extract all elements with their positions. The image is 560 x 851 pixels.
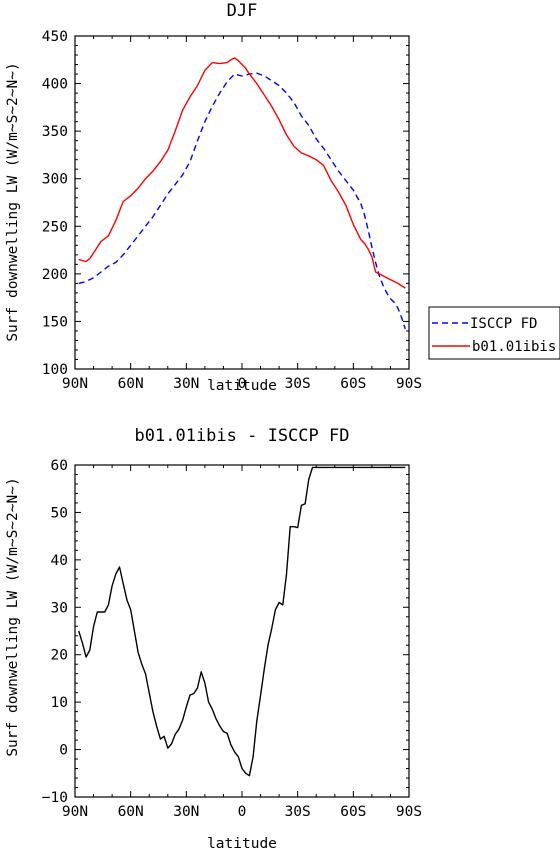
chart-title: DJF <box>227 1 258 21</box>
x-axis-label: latitude <box>207 836 277 851</box>
x-tick-label: 30N <box>173 376 199 392</box>
series-line-2 <box>78 57 406 289</box>
y-tick-label: 50 <box>51 505 68 521</box>
y-tick-label: 300 <box>42 172 68 188</box>
chart-top: DJF 90N 60N 30N 0 30S 60S 90S 100 150 200 250 300 35… <box>5 1 560 394</box>
y-tick-label: 20 <box>51 648 68 664</box>
y-tick-label: 250 <box>42 219 68 235</box>
x-axis-label: latitude <box>207 378 277 394</box>
x-tick-label: 30S <box>285 804 311 820</box>
x-tick-label: 0 <box>238 804 247 820</box>
x-tick-label: 90S <box>396 376 422 392</box>
plot-frame <box>74 464 410 798</box>
x-tick-label: 90S <box>396 804 422 820</box>
legend-label-model: b01.01ibis <box>472 339 556 355</box>
x-tick-label: 60S <box>340 804 366 820</box>
y-tick-label: 450 <box>42 29 68 45</box>
chart-bottom: b01.01ibis - ISCCP FD 90N 60N 30N 0 30S 60S 90… <box>5 426 422 851</box>
y-tick-label: 60 <box>51 458 68 474</box>
x-tick-label: 60N <box>118 376 144 392</box>
plot-frame <box>74 35 410 370</box>
x-tick-label: 90N <box>62 804 88 820</box>
x-tick-label: 0 <box>238 376 247 392</box>
series-line-1 <box>78 466 406 777</box>
y-axis-label: Surf downwelling LW (W/m~S~2~N~) <box>5 477 21 756</box>
x-tick-label: 60S <box>340 376 366 392</box>
y-tick-label: −10 <box>42 790 68 806</box>
y-tick-label: 350 <box>42 124 68 140</box>
plot-area: 90N 60N 30N 0 30S 60S 90S −10 0 10 20 30 40 50 60 <box>42 458 422 820</box>
plot-area: 90N 60N 30N 0 30S 60S 90S 100 150 200 250 300 350 400… <box>42 29 422 392</box>
y-tick-label: 10 <box>51 695 68 711</box>
legend-label-isccp: ISCCP FD <box>470 316 537 332</box>
x-tick-label: 30N <box>173 804 199 820</box>
x-tick-label: 60N <box>118 804 144 820</box>
y-axis-label: Surf downwelling LW (W/m~S~2~N~) <box>5 62 21 341</box>
chart-title: b01.01ibis - ISCCP FD <box>135 426 350 446</box>
legend: ISCCP FD b01.01ibis <box>428 306 560 360</box>
x-tick-label: 90N <box>62 376 88 392</box>
y-tick-label: 40 <box>51 553 68 569</box>
series-line-1 <box>78 72 406 330</box>
y-tick-label: 400 <box>42 77 68 93</box>
y-tick-label: 0 <box>59 743 68 759</box>
y-tick-label: 200 <box>42 267 68 283</box>
x-tick-label: 30S <box>285 376 311 392</box>
y-tick-label: 100 <box>42 362 68 378</box>
legend-box <box>428 306 560 360</box>
y-tick-label: 150 <box>42 314 68 330</box>
y-tick-label: 30 <box>51 600 68 616</box>
